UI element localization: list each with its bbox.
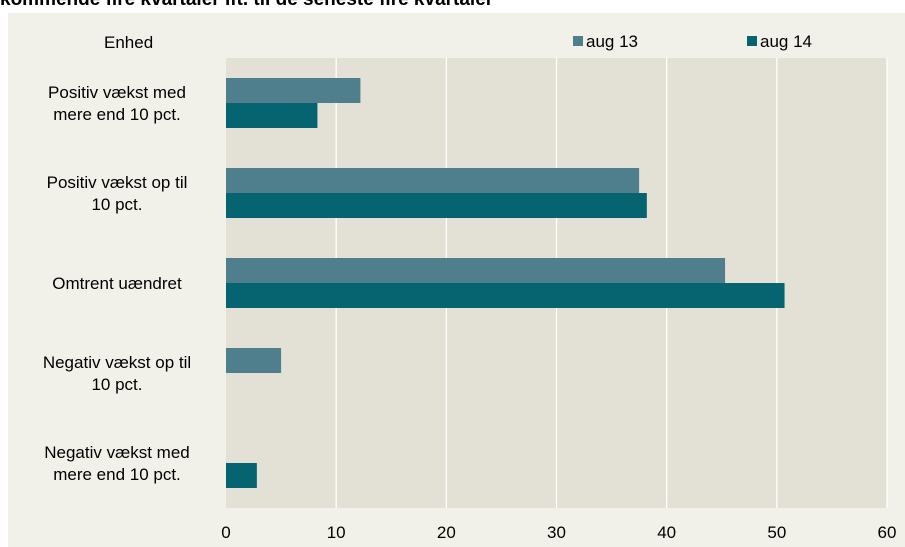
x-tick-label: 60	[878, 523, 897, 542]
unit-label: Enhed	[104, 33, 153, 52]
category-label: mere end 10 pct.	[53, 105, 181, 124]
legend-swatch-aug-13	[573, 36, 583, 46]
category-label: Positiv vækst med	[48, 83, 186, 102]
category-label: mere end 10 pct.	[53, 465, 181, 484]
bar-aug-13-1	[226, 168, 640, 193]
bar-aug-13-0	[226, 78, 361, 103]
x-tick-label: 50	[767, 523, 786, 542]
legend-label: aug 14	[760, 32, 812, 51]
chart-title: kommende fire kvartaler ift. til de sene…	[0, 0, 905, 13]
bar-aug-14-0	[226, 103, 318, 128]
x-tick-label: 0	[221, 523, 230, 542]
legend: aug 13 aug 14	[573, 32, 812, 51]
category-label: Negativ vækst op til	[43, 353, 191, 372]
category-label: Positiv vækst op til	[47, 173, 188, 192]
category-label: 10 pct.	[91, 195, 142, 214]
legend-label: aug 13	[586, 32, 638, 51]
category-label: Negativ vækst med	[44, 443, 190, 462]
x-tick-label: 40	[657, 523, 676, 542]
x-tick-label: 10	[327, 523, 346, 542]
bar-aug-13-2	[226, 258, 726, 283]
category-label: 10 pct.	[91, 375, 142, 394]
x-tick-label: 30	[547, 523, 566, 542]
x-tick-label: 20	[437, 523, 456, 542]
legend-swatch-aug-14	[747, 36, 757, 46]
bar-aug-13-3	[226, 348, 282, 373]
bar-aug-14-2	[226, 283, 785, 308]
bars	[226, 78, 785, 488]
bar-aug-14-1	[226, 193, 647, 218]
x-axis-ticks: 0 10 20 30 40 50 60	[221, 523, 896, 542]
category-labels: Positiv vækst med mere end 10 pct. Positiv…	[43, 83, 191, 484]
bar-aug-14-4	[226, 463, 257, 488]
category-label: Omtrent uændret	[52, 274, 182, 293]
